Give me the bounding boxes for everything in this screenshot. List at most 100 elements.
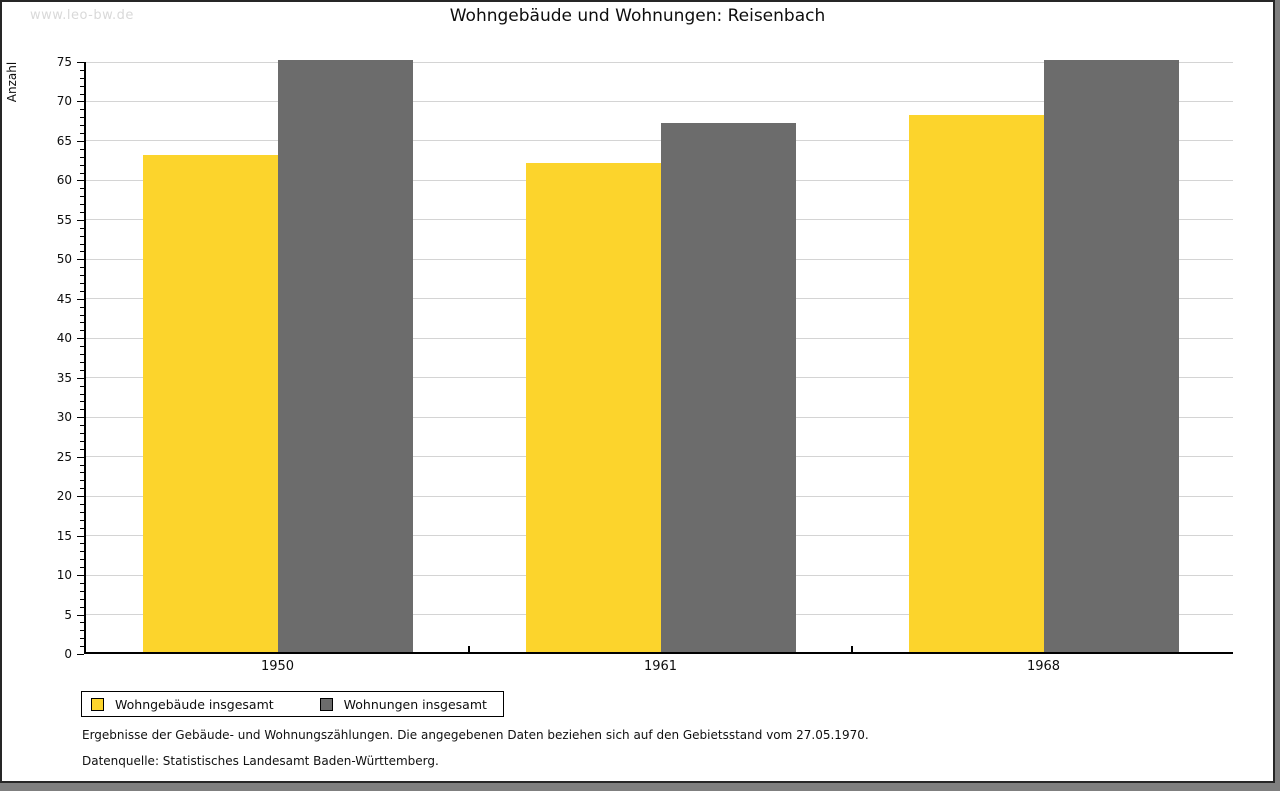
bar-1961-wohnungen bbox=[660, 123, 796, 652]
y-tick-minor bbox=[80, 472, 84, 474]
y-tick-minor bbox=[80, 306, 84, 308]
y-tick-major-75 bbox=[77, 62, 84, 63]
y-tick-minor bbox=[80, 346, 84, 348]
y-tick-major-0 bbox=[77, 654, 84, 655]
y-tick-major-10 bbox=[77, 575, 84, 577]
legend-label: Wohnungen insgesamt bbox=[343, 696, 487, 712]
legend-swatch-wohnungen bbox=[319, 697, 333, 711]
y-tick-minor bbox=[80, 385, 84, 387]
y-tick-minor bbox=[80, 361, 84, 363]
y-tick-label-20: 20 bbox=[56, 489, 72, 504]
y-tick-minor bbox=[80, 519, 84, 521]
bar-1968-wohngebaeude bbox=[908, 115, 1044, 652]
plot-area: 0 5 10 15 20 25 30 35 40 45 50 55 60 65 70 75 1950 1961 19… bbox=[57, 55, 1233, 674]
y-tick-label-70: 70 bbox=[56, 94, 72, 109]
y-tick-minor bbox=[80, 582, 84, 584]
y-tick-minor bbox=[80, 354, 84, 356]
footnote-gebietsstand: Ergebnisse der Gebäude- und Wohnungszähl… bbox=[82, 728, 869, 742]
y-tick-minor bbox=[80, 85, 84, 87]
y-tick-major-60 bbox=[77, 180, 84, 182]
footnote-datenquelle: Datenquelle: Statistisches Landesamt Bad… bbox=[82, 754, 439, 768]
y-tick-minor bbox=[80, 93, 84, 95]
y-tick-minor bbox=[80, 543, 84, 545]
y-tick-minor bbox=[80, 464, 84, 466]
y-tick-minor bbox=[80, 69, 84, 71]
y-tick-label-60: 60 bbox=[56, 173, 72, 188]
y-tick-label-40: 40 bbox=[56, 331, 72, 346]
y-tick-minor bbox=[80, 630, 84, 632]
y-tick-minor bbox=[80, 330, 84, 332]
y-tick-minor bbox=[80, 448, 84, 450]
bar-1950-wohnungen bbox=[277, 60, 413, 652]
y-tick-minor bbox=[80, 622, 84, 624]
y-tick-minor bbox=[80, 480, 84, 482]
y-tick-minor bbox=[80, 251, 84, 253]
y-tick-minor bbox=[80, 117, 84, 119]
y-tick-minor bbox=[80, 598, 84, 600]
y-tick-major-45 bbox=[77, 298, 84, 300]
y-tick-minor bbox=[80, 283, 84, 284]
y-tick-major-65 bbox=[77, 140, 84, 142]
y-tick-minor bbox=[80, 243, 84, 245]
y-tick-label-10: 10 bbox=[56, 568, 72, 583]
y-tick-major-30 bbox=[77, 417, 84, 419]
gridline-y-65 bbox=[86, 140, 1233, 142]
y-tick-minor bbox=[80, 409, 84, 411]
y-tick-minor bbox=[80, 567, 84, 569]
y-tick-minor bbox=[80, 638, 84, 640]
y-tick-minor bbox=[80, 275, 84, 277]
y-tick-label-65: 65 bbox=[56, 133, 72, 148]
y-tick-label-30: 30 bbox=[56, 410, 72, 425]
y-tick-minor bbox=[80, 322, 84, 324]
y-tick-label-50: 50 bbox=[56, 252, 72, 267]
y-tick-minor bbox=[80, 314, 84, 316]
chart-title: Wohngebäude und Wohnungen: Reisenbach bbox=[449, 6, 826, 26]
y-tick-minor bbox=[80, 125, 84, 127]
y-axis-title: Anzahl bbox=[5, 61, 19, 103]
gridline-y-75 bbox=[86, 61, 1233, 63]
y-tick-minor bbox=[80, 401, 84, 403]
y-tick-major-70 bbox=[77, 101, 84, 103]
x-tick-boundary bbox=[851, 646, 853, 652]
legend-item-wohnungen: Wohnungen insgesamt bbox=[319, 696, 487, 712]
x-tick-label-1968: 1968 bbox=[1026, 659, 1061, 674]
y-tick-label-75: 75 bbox=[56, 55, 72, 69]
y-tick-major-20 bbox=[77, 496, 84, 498]
y-tick-major-50 bbox=[77, 259, 84, 261]
y-tick-minor bbox=[80, 290, 84, 292]
y-tick-minor bbox=[80, 172, 84, 174]
y-tick-minor bbox=[80, 77, 84, 79]
y-tick-minor bbox=[80, 432, 84, 434]
y-tick-minor bbox=[80, 646, 84, 648]
y-tick-label-45: 45 bbox=[56, 291, 72, 306]
y-tick-minor bbox=[80, 590, 84, 592]
legend-item-wohngebaeude: Wohngebäude insgesamt bbox=[91, 697, 274, 712]
y-tick-minor bbox=[80, 425, 84, 427]
x-tick-boundary bbox=[468, 646, 470, 652]
legend-swatch-wohngebaeude bbox=[91, 697, 104, 711]
x-tick-label-1961: 1961 bbox=[643, 659, 678, 674]
y-tick-minor bbox=[80, 527, 84, 529]
y-tick-minor bbox=[80, 148, 84, 150]
y-tick-major-5 bbox=[77, 614, 84, 616]
x-tick-label-1950: 1950 bbox=[260, 659, 295, 674]
y-tick-label-55: 55 bbox=[56, 212, 72, 227]
y-tick-minor bbox=[80, 369, 84, 371]
y-tick-minor bbox=[80, 109, 84, 111]
y-tick-major-55 bbox=[77, 219, 84, 221]
y-tick-minor bbox=[80, 188, 84, 190]
y-tick-minor bbox=[80, 559, 84, 561]
y-tick-minor bbox=[80, 156, 84, 158]
y-tick-minor bbox=[80, 504, 84, 506]
y-tick-minor bbox=[80, 551, 84, 553]
y-tick-minor bbox=[80, 211, 84, 213]
y-tick-minor bbox=[80, 196, 84, 198]
y-tick-label-0: 0 bbox=[64, 647, 72, 661]
y-tick-major-15 bbox=[77, 535, 84, 537]
gridline-y-70 bbox=[86, 100, 1233, 102]
y-tick-label-35: 35 bbox=[56, 370, 72, 385]
bar-1968-wohnungen bbox=[1043, 60, 1179, 652]
y-tick-minor bbox=[80, 267, 84, 269]
y-tick-minor bbox=[80, 488, 84, 490]
